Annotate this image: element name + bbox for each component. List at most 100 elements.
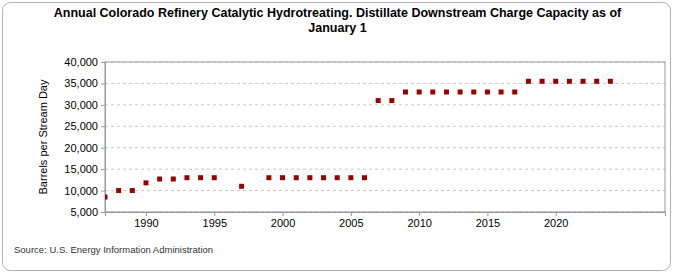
- point: [116, 188, 121, 193]
- x-tick-label: 2000: [271, 217, 295, 229]
- x-tick-mark: [487, 212, 488, 216]
- x-tick: 2005: [339, 212, 363, 229]
- y-tick-mark: [101, 83, 105, 84]
- source: Source: U.S. Energy Information Administ…: [14, 244, 213, 255]
- x-tick-mark: [556, 212, 557, 216]
- point: [376, 98, 381, 103]
- x-tick: 1990: [134, 212, 158, 229]
- title-line: January 1: [308, 21, 366, 35]
- y-axis-line: [101, 63, 106, 213]
- point: [143, 180, 148, 185]
- y-tick: 5,000: [70, 206, 105, 218]
- point: [294, 175, 299, 180]
- point: [526, 79, 531, 84]
- point: [105, 195, 108, 200]
- point: [485, 90, 490, 95]
- x-tick-label: 1990: [134, 217, 158, 229]
- y-tick-label: 15,000: [64, 163, 98, 175]
- point: [280, 175, 285, 180]
- x-tick-mark: [146, 212, 147, 216]
- point: [266, 175, 271, 180]
- point: [362, 175, 367, 180]
- x-tick-label: 2005: [339, 217, 363, 229]
- y-tick-mark: [101, 212, 105, 213]
- title: Annual Colorado Refinery Catalytic Hydro…: [54, 6, 622, 35]
- grid-line: [105, 104, 665, 105]
- x-tick: 2000: [271, 212, 295, 229]
- title-line: Annual Colorado Refinery Catalytic Hydro…: [54, 6, 622, 20]
- x-tick-mark: [283, 212, 284, 216]
- point: [321, 175, 326, 180]
- point: [567, 79, 572, 84]
- grid-line: [105, 190, 665, 191]
- y-tick-mark: [101, 105, 105, 106]
- y-tick-label: 40,000: [64, 56, 98, 68]
- y-tick-label: 20,000: [64, 142, 98, 154]
- point: [608, 79, 613, 84]
- x-tick: 2020: [544, 212, 568, 229]
- y-tick-label: 35,000: [64, 77, 98, 89]
- grid-line: [105, 147, 665, 148]
- x-tick-label: 2020: [544, 217, 568, 229]
- x-tick: 2010: [407, 212, 431, 229]
- y-tick: 15,000: [64, 163, 105, 175]
- chart-frame: [3, 3, 671, 271]
- y-tick: 30,000: [64, 99, 105, 111]
- x-axis: 1990 1995 2000 2005 2010 2015 2020: [106, 212, 666, 229]
- y-tick: 10,000: [64, 185, 105, 197]
- y-tick-mark: [101, 126, 105, 127]
- x-axis-line: [106, 213, 666, 217]
- y-tick-mark: [101, 169, 105, 170]
- y-tick: 20,000: [64, 142, 105, 154]
- point: [458, 90, 463, 95]
- x-tick-mark: [419, 212, 420, 216]
- point: [499, 90, 504, 95]
- y-tick-mark: [101, 191, 105, 192]
- point: [540, 79, 545, 84]
- point: [198, 175, 203, 180]
- points: [105, 79, 613, 200]
- point: [239, 184, 244, 189]
- point: [417, 90, 422, 95]
- point: [512, 90, 517, 95]
- point: [403, 90, 408, 95]
- x-tick-label: 2015: [476, 217, 500, 229]
- point: [581, 79, 586, 84]
- point: [389, 98, 394, 103]
- x-tick: 2015: [476, 212, 500, 229]
- point: [130, 188, 135, 193]
- point: [157, 177, 162, 182]
- plot: 1990 1995 2000 2005 2010 2015 2020 5,000 10,000 1…: [64, 56, 665, 229]
- point: [594, 79, 599, 84]
- point: [184, 175, 189, 180]
- y-tick-label: 30,000: [64, 99, 98, 111]
- point: [212, 175, 217, 180]
- point: [471, 90, 476, 95]
- y-tick-label: 5,000: [70, 206, 98, 218]
- y-tick-mark: [101, 148, 105, 149]
- x-tick-mark: [214, 212, 215, 216]
- grid-line: [105, 126, 665, 127]
- x-tick-mark: [351, 212, 352, 216]
- point: [171, 177, 176, 182]
- plot-frame: [105, 62, 665, 212]
- point: [444, 90, 449, 95]
- y-tick-label: 25,000: [64, 120, 98, 132]
- y-axis-title: Barrels per Stream Day: [37, 79, 49, 194]
- x-tick: 1995: [203, 212, 227, 229]
- point: [335, 175, 340, 180]
- x-tick-label: 2010: [407, 217, 431, 229]
- y-axis: 5,000 10,000 15,000 20,000 25,000 30,000 35,00…: [64, 56, 105, 218]
- point: [430, 90, 435, 95]
- point: [553, 79, 558, 84]
- y-tick: 40,000: [64, 56, 105, 68]
- point: [348, 175, 353, 180]
- y-tick: 25,000: [64, 120, 105, 132]
- y-tick-label: 10,000: [64, 185, 98, 197]
- y-tick-mark: [101, 62, 105, 63]
- chart: Annual Colorado Refinery Catalytic Hydro…: [0, 0, 675, 275]
- grid-line: [105, 169, 665, 170]
- x-tick-label: 1995: [203, 217, 227, 229]
- point: [307, 175, 312, 180]
- y-tick: 35,000: [64, 77, 105, 89]
